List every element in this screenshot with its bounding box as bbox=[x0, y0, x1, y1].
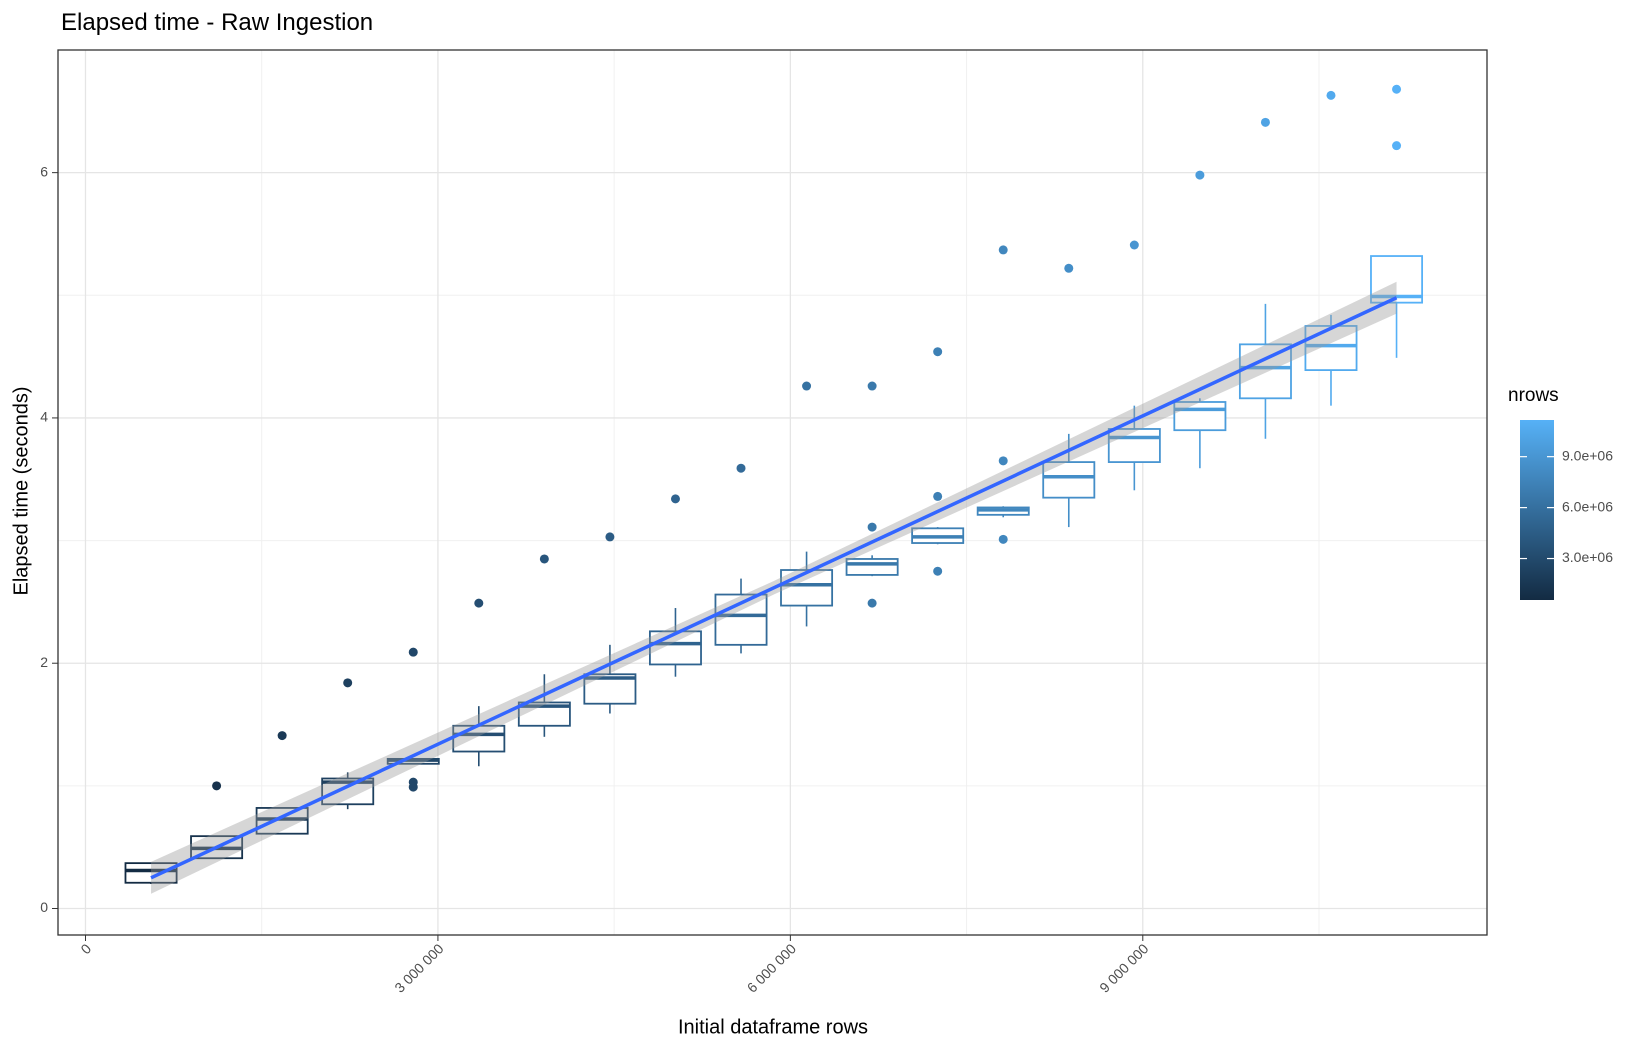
outlier bbox=[998, 534, 1008, 544]
outlier bbox=[1195, 170, 1205, 180]
colorbar-label: 6.0e+06 bbox=[1562, 498, 1613, 514]
outlier bbox=[605, 532, 615, 542]
box bbox=[452, 724, 506, 753]
outlier bbox=[933, 347, 943, 357]
outlier bbox=[408, 782, 418, 792]
box bbox=[845, 558, 899, 576]
box bbox=[780, 569, 834, 607]
y-tick-label: 2 bbox=[40, 654, 48, 670]
panel-border bbox=[57, 49, 1488, 936]
x-tick-label: 9 000 000 bbox=[1096, 940, 1152, 996]
box bbox=[517, 701, 571, 727]
outlier bbox=[1129, 240, 1139, 250]
outlier bbox=[736, 463, 746, 473]
legend-title: nrows bbox=[1508, 385, 1559, 406]
outlier bbox=[1392, 84, 1402, 94]
outlier bbox=[933, 566, 943, 576]
x-tick-label: 3 000 000 bbox=[391, 940, 447, 996]
outlier bbox=[1064, 263, 1074, 273]
outlier bbox=[474, 598, 484, 608]
outlier bbox=[212, 781, 222, 791]
x-axis-title: Initial dataframe rows bbox=[678, 1016, 868, 1038]
outlier bbox=[408, 647, 418, 657]
box bbox=[1042, 461, 1096, 499]
outlier bbox=[867, 598, 877, 608]
outlier bbox=[343, 678, 353, 688]
box bbox=[648, 630, 702, 666]
y-axis-title: Elapsed time (seconds) bbox=[10, 387, 32, 596]
colorbar bbox=[1520, 420, 1554, 600]
chart-title: Elapsed time - Raw Ingestion bbox=[61, 9, 373, 36]
outlier bbox=[1260, 117, 1270, 127]
outlier bbox=[802, 381, 812, 391]
outlier bbox=[933, 491, 943, 501]
y-tick-label: 6 bbox=[40, 163, 48, 179]
box bbox=[1173, 401, 1227, 432]
colorbar-label: 9.0e+06 bbox=[1562, 447, 1613, 463]
outlier bbox=[998, 456, 1008, 466]
trend-line bbox=[150, 296, 1398, 880]
box bbox=[255, 807, 309, 835]
colorbar-label: 3.0e+06 bbox=[1562, 549, 1613, 565]
outlier bbox=[1326, 90, 1336, 100]
outlier bbox=[670, 494, 680, 504]
outlier bbox=[867, 522, 877, 532]
x-tick-label: 0 bbox=[77, 940, 94, 957]
y-tick-label: 4 bbox=[40, 409, 48, 425]
outlier bbox=[867, 381, 877, 391]
box bbox=[1304, 325, 1358, 372]
box bbox=[1107, 428, 1161, 463]
box bbox=[124, 862, 178, 884]
y-tick-label: 0 bbox=[40, 899, 48, 915]
outlier bbox=[1392, 141, 1402, 151]
x-tick-label: 6 000 000 bbox=[744, 940, 800, 996]
outlier bbox=[539, 554, 549, 564]
outlier bbox=[277, 731, 287, 741]
outlier bbox=[998, 245, 1008, 255]
